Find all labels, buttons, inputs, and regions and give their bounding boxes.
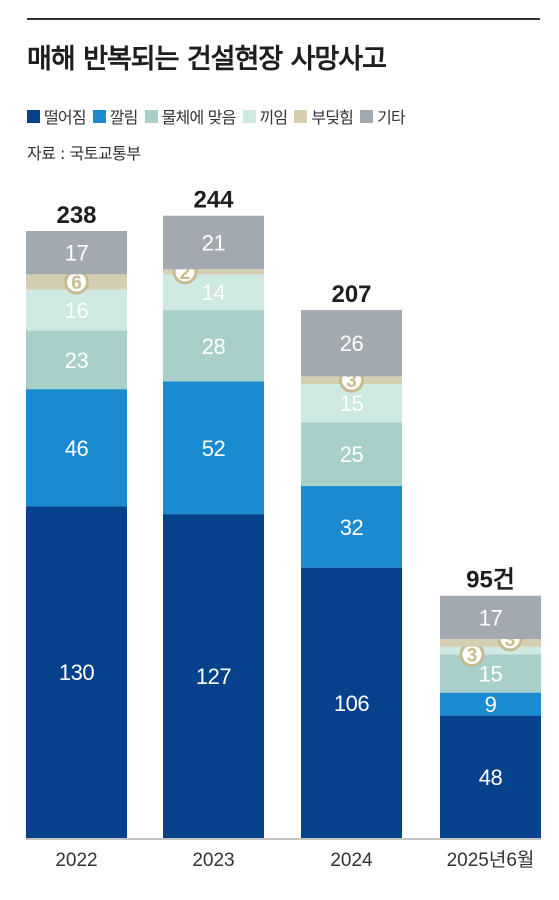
segment-value-label: 28: [202, 334, 226, 359]
segment-value-label: 15: [340, 391, 364, 416]
segment-value-label: 46: [65, 436, 89, 461]
legend-label: 깔림: [109, 108, 139, 127]
bar-segment: [440, 654, 541, 693]
total-label: 95건: [466, 567, 515, 594]
legend-swatch: [242, 109, 256, 123]
total-label: 244: [193, 187, 234, 214]
legend-item: 물체에 맞음: [144, 104, 237, 128]
bar-segment: [440, 692, 541, 716]
legend-item: 끼임: [242, 104, 289, 128]
legend-label: 기타: [377, 108, 406, 127]
legend-swatch: [144, 109, 158, 123]
segment-value-label: 2: [180, 263, 191, 284]
legend-label: 물체에 맞음: [161, 108, 237, 127]
bar-segment: [163, 215, 264, 270]
bar-segment: [301, 422, 402, 487]
segment-value-label: 127: [196, 664, 231, 689]
legend: 떨어짐 깔림 물체에 맞음 끼임 부딪힘 기타: [27, 104, 412, 128]
bar-segment: [301, 310, 402, 377]
bar-segment: [163, 514, 264, 838]
segment-value-label: 52: [202, 436, 226, 461]
bar-segment: [440, 646, 541, 655]
bar-segment: [26, 289, 127, 331]
legend-swatch: [360, 109, 374, 123]
segment-value-label: 3: [467, 646, 478, 667]
x-tick-label: 2025년6월: [447, 849, 535, 871]
segment-value-label: 21: [202, 230, 226, 255]
segment-value-label: 25: [340, 442, 364, 467]
bar-segment: [26, 231, 127, 275]
segment-value-label: 17: [479, 605, 503, 630]
segment-value-label: 17: [65, 241, 89, 266]
legend-swatch: [27, 109, 40, 123]
legend-item: 기타: [360, 104, 406, 128]
segment-value-label: 26: [340, 331, 364, 356]
bar-segment: [163, 310, 264, 382]
segment-value-label: 16: [65, 298, 89, 323]
bar-segment: [301, 567, 402, 838]
top-rule: [27, 18, 540, 20]
bar-segment: [26, 389, 127, 507]
x-tick-label: 2022: [55, 850, 97, 871]
total-label: 238: [56, 202, 96, 229]
segment-value-label: 6: [71, 273, 82, 294]
bar-segment: [26, 330, 127, 390]
bar-segment: [163, 381, 264, 515]
segment-value-label: 32: [340, 515, 364, 540]
segment-value-label: 14: [202, 280, 226, 305]
segment-value-label: 130: [59, 660, 94, 685]
segment-value-label: 3: [346, 371, 357, 392]
bar-segment: [440, 639, 541, 647]
bar-segment: [301, 486, 402, 568]
segment-value-label: 3: [505, 630, 516, 651]
segment-value-label: 48: [479, 765, 503, 790]
bar-segment: [26, 506, 127, 838]
segment-value-label: 23: [65, 348, 89, 373]
legend-label: 부딪힘: [311, 108, 354, 127]
chart-title: 매해 반복되는 건설현장 사망사고: [27, 44, 387, 75]
segment-value-label: 106: [334, 691, 369, 716]
legend-item: 떨어짐: [27, 104, 87, 128]
bar-segment: [440, 595, 541, 640]
legend-label: 떨어짐: [44, 108, 87, 127]
legend-item: 깔림: [92, 104, 139, 128]
legend-label: 끼임: [259, 108, 289, 127]
bar-segment: [440, 715, 541, 838]
segment-value-label: 15: [479, 661, 503, 686]
segment-value-label: 9: [485, 692, 497, 717]
legend-item: 부딪힘: [294, 104, 354, 128]
source-note: 자료 : 국토교통부: [27, 144, 141, 163]
legend-swatch: [92, 109, 106, 123]
x-tick-label: 2024: [330, 850, 373, 871]
bar-segment: [163, 269, 264, 275]
legend-swatch: [294, 109, 308, 123]
total-label: 207: [331, 281, 371, 308]
x-tick-label: 2023: [192, 850, 234, 871]
